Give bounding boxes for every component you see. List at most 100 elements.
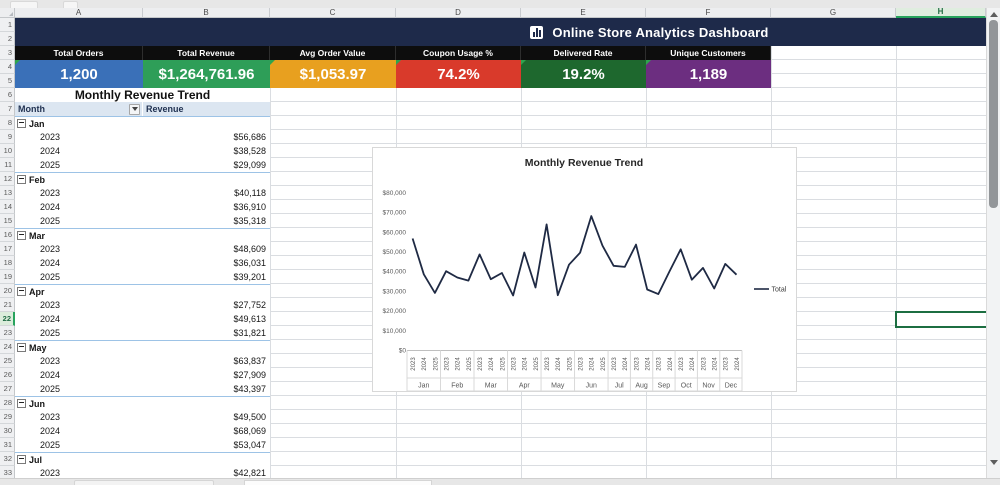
pivot-data-row[interactable]: 2023 $56,686 xyxy=(15,130,270,144)
row-header-6[interactable]: 6 xyxy=(0,88,15,102)
pivot-group-row[interactable]: Jan xyxy=(15,116,270,130)
scroll-up-icon[interactable] xyxy=(990,12,998,17)
pivot-data-row[interactable]: 2024 $27,909 xyxy=(15,368,270,382)
vertical-scrollbar[interactable] xyxy=(986,8,1000,478)
pivot-data-row[interactable]: 2025 $35,318 xyxy=(15,214,270,228)
row-header-30[interactable]: 30 xyxy=(0,424,15,438)
row-header-20[interactable]: 20 xyxy=(0,284,15,298)
row-header-17[interactable]: 17 xyxy=(0,242,15,256)
scroll-down-icon[interactable] xyxy=(990,460,998,465)
pivot-data-row[interactable]: 2023 $40,118 xyxy=(15,186,270,200)
row-header-21[interactable]: 21 xyxy=(0,298,15,312)
pivot-data-row[interactable]: 2024 $36,031 xyxy=(15,256,270,270)
active-sheet-tab[interactable] xyxy=(244,480,432,485)
row-header-2[interactable]: 2 xyxy=(0,32,15,46)
kpi-label-5: Unique Customers xyxy=(646,46,771,60)
pivot-group-row[interactable]: Feb xyxy=(15,172,270,186)
select-all-corner[interactable] xyxy=(0,8,15,18)
column-header-E[interactable]: E xyxy=(521,8,646,18)
pivot-data-row[interactable]: 2024 $36,910 xyxy=(15,200,270,214)
row-header-9[interactable]: 9 xyxy=(0,130,15,144)
pivot-year-label: 2023 xyxy=(40,300,61,310)
kpi-value-text: 19.2% xyxy=(562,65,605,83)
pivot-group-row[interactable]: May xyxy=(15,340,270,354)
collapse-button[interactable] xyxy=(17,231,26,240)
row-header-26[interactable]: 26 xyxy=(0,368,15,382)
collapse-button[interactable] xyxy=(17,455,26,464)
pivot-revenue-value: $39,201 xyxy=(233,272,266,282)
pivot-data-row[interactable]: 2023 $48,609 xyxy=(15,242,270,256)
row-header-27[interactable]: 27 xyxy=(0,382,15,396)
pivot-revenue-value: $49,500 xyxy=(233,412,266,422)
pivot-data-row[interactable]: 2024 $68,069 xyxy=(15,424,270,438)
selected-cell-H22[interactable] xyxy=(895,311,988,328)
row-header-15[interactable]: 15 xyxy=(0,214,15,228)
row-header-7[interactable]: 7 xyxy=(0,102,15,116)
row-header-33[interactable]: 33 xyxy=(0,466,15,478)
pivot-data-row[interactable]: 2023 $27,752 xyxy=(15,298,270,312)
row-header-5[interactable]: 5 xyxy=(0,74,15,88)
row-header-24[interactable]: 24 xyxy=(0,340,15,354)
legend-label: Total xyxy=(772,287,787,294)
pivot-data-row[interactable]: 2025 $39,201 xyxy=(15,270,270,284)
row-header-14[interactable]: 14 xyxy=(0,200,15,214)
column-header-C[interactable]: C xyxy=(270,8,396,18)
pivot-data-row[interactable]: 2023 $63,837 xyxy=(15,354,270,368)
pivot-group-row[interactable]: Jun xyxy=(15,396,270,410)
pivot-revenue-header: Revenue xyxy=(146,104,184,114)
dashboard-banner: Online Store Analytics Dashboard xyxy=(15,18,986,46)
row-header-11[interactable]: 11 xyxy=(0,158,15,172)
row-header-32[interactable]: 32 xyxy=(0,452,15,466)
pivot-group-label: Apr xyxy=(29,286,45,297)
collapse-button[interactable] xyxy=(17,399,26,408)
row-header-23[interactable]: 23 xyxy=(0,326,15,340)
pivot-data-row[interactable]: 2025 $31,821 xyxy=(15,326,270,340)
row-header-12[interactable]: 12 xyxy=(0,172,15,186)
pivot-data-row[interactable]: 2023 $49,500 xyxy=(15,410,270,424)
pivot-data-row[interactable]: 2024 $49,613 xyxy=(15,312,270,326)
column-header-B[interactable]: B xyxy=(143,8,270,18)
kpi-value-text: 74.2% xyxy=(437,65,480,83)
row-header-22[interactable]: 22 xyxy=(0,312,15,326)
sheet-tab-bar xyxy=(0,478,1000,485)
row-header-1[interactable]: 1 xyxy=(0,18,15,32)
chart-title: Monthly Revenue Trend xyxy=(525,157,643,169)
row-header-16[interactable]: 16 xyxy=(0,228,15,242)
y-axis-tick: $60,000 xyxy=(383,229,407,236)
row-header-4[interactable]: 4 xyxy=(0,60,15,74)
collapse-button[interactable] xyxy=(17,119,26,128)
row-header-28[interactable]: 28 xyxy=(0,396,15,410)
row-header-13[interactable]: 13 xyxy=(0,186,15,200)
pivot-data-row[interactable]: 2023 $42,821 xyxy=(15,466,270,480)
pivot-group-row[interactable]: Mar xyxy=(15,228,270,242)
column-header-H[interactable]: H xyxy=(896,8,986,18)
row-header-10[interactable]: 10 xyxy=(0,144,15,158)
row-header-25[interactable]: 25 xyxy=(0,354,15,368)
column-header-G[interactable]: G xyxy=(771,8,896,18)
revenue-trend-chart[interactable]: $0 $10,000 $20,000 $30,000 $40,000 $50,000 $60… xyxy=(372,147,797,392)
x-axis-year-label: 2023 xyxy=(411,357,417,371)
pivot-data-row[interactable]: 2025 $43,397 xyxy=(15,382,270,396)
collapse-button[interactable] xyxy=(17,343,26,352)
row-header-8[interactable]: 8 xyxy=(0,116,15,130)
row-header-31[interactable]: 31 xyxy=(0,438,15,452)
collapse-button[interactable] xyxy=(17,175,26,184)
x-axis-year-label: 2024 xyxy=(623,357,629,371)
scrollbar-thumb[interactable] xyxy=(989,20,998,208)
pivot-data-row[interactable]: 2025 $53,047 xyxy=(15,438,270,452)
collapse-button[interactable] xyxy=(17,287,26,296)
row-header-19[interactable]: 19 xyxy=(0,270,15,284)
row-header-18[interactable]: 18 xyxy=(0,256,15,270)
row-header-29[interactable]: 29 xyxy=(0,410,15,424)
pivot-group-row[interactable]: Jul xyxy=(15,452,270,466)
column-header-A[interactable]: A xyxy=(15,8,143,18)
pivot-data-row[interactable]: 2025 $29,099 xyxy=(15,158,270,172)
pivot-group-row[interactable]: Apr xyxy=(15,284,270,298)
pivot-data-row[interactable]: 2024 $38,528 xyxy=(15,144,270,158)
pivot-month-header: Month xyxy=(18,104,45,114)
chevron-down-icon xyxy=(131,107,138,111)
filter-dropdown-button[interactable] xyxy=(129,103,140,115)
row-header-3[interactable]: 3 xyxy=(0,46,15,60)
column-header-D[interactable]: D xyxy=(396,8,521,18)
column-header-F[interactable]: F xyxy=(646,8,771,18)
